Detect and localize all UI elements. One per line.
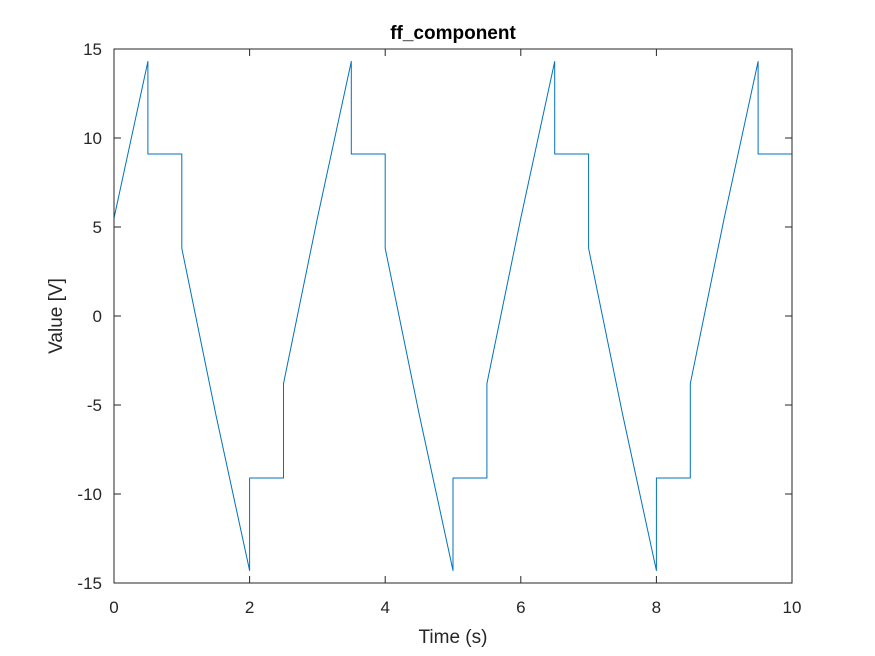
y-tick-label: 10: [83, 129, 102, 148]
chart-title: ff_component: [390, 23, 516, 44]
y-tick-label: -5: [87, 396, 102, 415]
y-tick-label: 0: [93, 307, 102, 326]
y-tick-label: -15: [77, 574, 102, 593]
y-tick-label: 5: [93, 218, 102, 237]
y-tick-label: -10: [77, 485, 102, 504]
x-axis-label: Time (s): [419, 627, 488, 648]
y-axis-label: Value [V]: [46, 278, 67, 354]
ticks-layer: 0 2 4 6 8 10 -15 -10 -5 0 5 10 15: [77, 40, 801, 617]
x-tick-label: 2: [245, 598, 254, 617]
series-layer: [113, 60, 793, 572]
axes-box: [113, 48, 793, 584]
x-tick-label: 10: [783, 598, 802, 617]
y-tick-label: 15: [83, 40, 102, 59]
series-line: [113, 60, 793, 572]
x-tick-label: 6: [516, 598, 525, 617]
x-tick-label: 0: [109, 598, 118, 617]
x-tick-label: 4: [380, 598, 389, 617]
x-tick-label: 8: [652, 598, 661, 617]
